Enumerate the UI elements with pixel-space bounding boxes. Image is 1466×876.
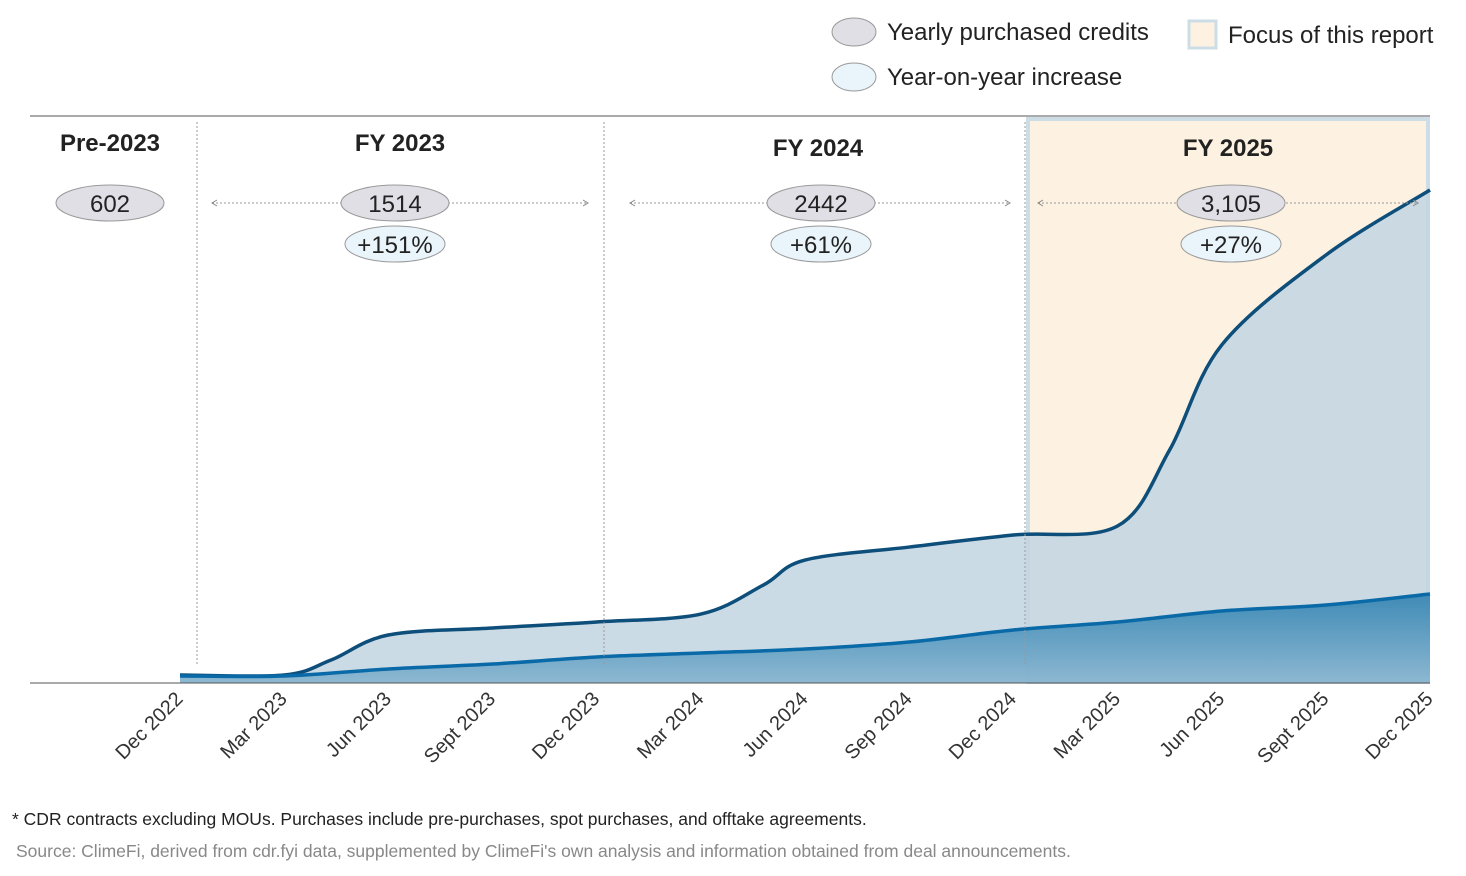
legend-yearly-swatch	[831, 17, 877, 47]
x-tick-label: Sept 2025	[1253, 688, 1333, 768]
x-tick-label: Sept 2023	[420, 688, 500, 768]
pill-yearly: 2442	[766, 184, 876, 222]
footnote: * CDR contracts excluding MOUs. Purchase…	[12, 809, 867, 829]
x-tick-label: Mar 2023	[216, 688, 291, 763]
pill-yearly: 602	[55, 184, 165, 222]
pill-change: +151%	[357, 232, 432, 259]
series-area	[180, 594, 1430, 683]
pill-yoy: +61%	[770, 225, 872, 263]
x-tick-label: Jun 2025	[1155, 688, 1229, 762]
pill-value: 1514	[368, 191, 421, 218]
x-tick-label: Dec 2025	[1361, 688, 1437, 764]
pill-change: +61%	[790, 232, 852, 259]
period-label: FY 2024	[773, 135, 864, 162]
series-line	[179, 188, 1431, 678]
period-label: FY 2023	[355, 130, 445, 157]
series-area	[180, 190, 1430, 683]
legend: Yearly purchased credits Year-on-year in…	[831, 17, 1434, 92]
pill-yearly: 3,105	[1176, 184, 1286, 222]
pill-value: 2442	[794, 191, 847, 218]
x-tick-label: Mar 2025	[1050, 688, 1125, 763]
pill-change: +27%	[1200, 232, 1262, 259]
x-tick-label: Mar 2024	[633, 688, 708, 763]
legend-focus-label: Focus of this report	[1228, 22, 1434, 49]
pill-yoy: +27%	[1180, 225, 1282, 263]
pill-value: 602	[90, 191, 130, 218]
pill-yearly: 1514	[340, 184, 450, 222]
x-tick-label: Dec 2022	[111, 688, 187, 764]
chart: Yearly purchased credits Year-on-year in…	[30, 17, 1438, 768]
x-tick-label: Jun 2023	[322, 688, 396, 762]
source-note: Source: ClimeFi, derived from cdr.fyi da…	[16, 841, 1071, 861]
series-line	[179, 592, 1431, 679]
legend-focus-swatch	[1187, 19, 1218, 50]
pill-yoy: +151%	[344, 225, 446, 263]
x-tick-label: Sep 2024	[841, 688, 917, 764]
legend-yoy-label: Year-on-year increase	[887, 64, 1122, 91]
legend-yoy-swatch	[831, 62, 877, 92]
period-label: Pre-2023	[60, 130, 160, 157]
x-tick-label: Dec 2024	[945, 688, 1021, 764]
period-label: FY 2025	[1183, 135, 1273, 162]
legend-yearly-label: Yearly purchased credits	[887, 19, 1149, 46]
x-tick-label: Dec 2023	[528, 688, 604, 764]
x-tick-label: Jun 2024	[739, 688, 813, 762]
pill-value: 3,105	[1201, 191, 1261, 218]
